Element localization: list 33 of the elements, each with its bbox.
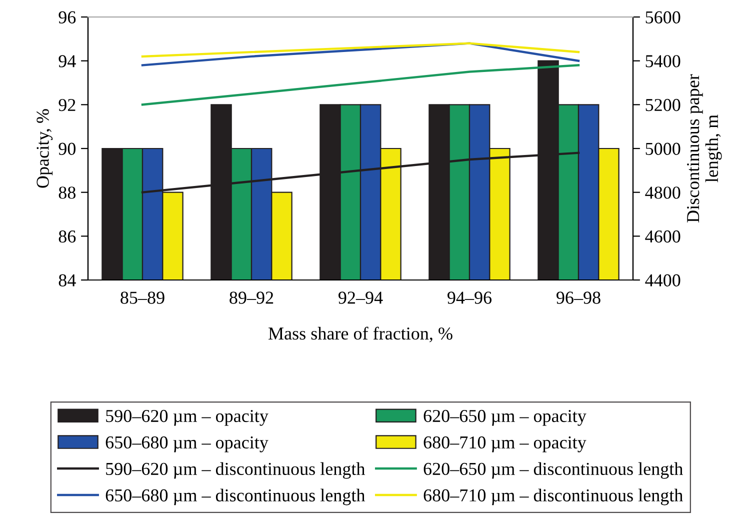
y-axis-title: Opacity, %	[36, 109, 53, 188]
x-tick-label: 92–94	[338, 292, 383, 304]
y2-tick-label: 5400	[646, 55, 680, 68]
x-tick-label: 96–98	[556, 292, 600, 304]
y2-axis-title: Discontinuous paper length, m	[687, 74, 722, 222]
x-tick-label: 94–96	[448, 292, 492, 304]
x-axis-title: Mass share of fraction, %	[268, 326, 452, 342]
y-tick-label: 86	[58, 230, 76, 243]
y-tick-label: 84	[58, 274, 76, 286]
legend-label: 590–620 µm – discontinuous length	[106, 462, 366, 479]
legend-label: 650–680 µm – discontinuous length	[106, 488, 366, 506]
legend-label: 680–710 µm – opacity	[424, 436, 586, 452]
y2-tick-label: 4400	[645, 274, 680, 286]
x-tick-label: 85–89	[120, 292, 164, 304]
x-tick-label: 89–92	[230, 292, 274, 304]
legend-label: 620–650 µm – discontinuous length	[424, 462, 683, 479]
legend-label: 590–620 µm – opacity	[106, 410, 268, 426]
legend-label: 680–710 µm – discontinuous length	[424, 488, 683, 506]
line-series	[141, 42, 580, 58]
y-tick-label: 96	[58, 11, 76, 24]
y2-tick-label: 4800	[645, 186, 680, 199]
y-tick-label: 94	[58, 55, 76, 68]
y-tick-label: 88	[58, 186, 76, 199]
legend-label: 620–650 µm – opacity	[424, 410, 586, 426]
y-tick-label: 90	[58, 142, 76, 155]
y2-tick-label: 5200	[646, 98, 680, 112]
line-series	[141, 42, 580, 66]
y2-tick-label: 5600	[646, 11, 680, 24]
y2-tick-label: 4600	[645, 230, 680, 243]
line-series	[141, 64, 580, 106]
legend-label: 650–680 µm – opacity	[106, 436, 268, 452]
y2-tick-label: 5000	[646, 142, 680, 155]
y-tick-label: 92	[58, 98, 76, 112]
